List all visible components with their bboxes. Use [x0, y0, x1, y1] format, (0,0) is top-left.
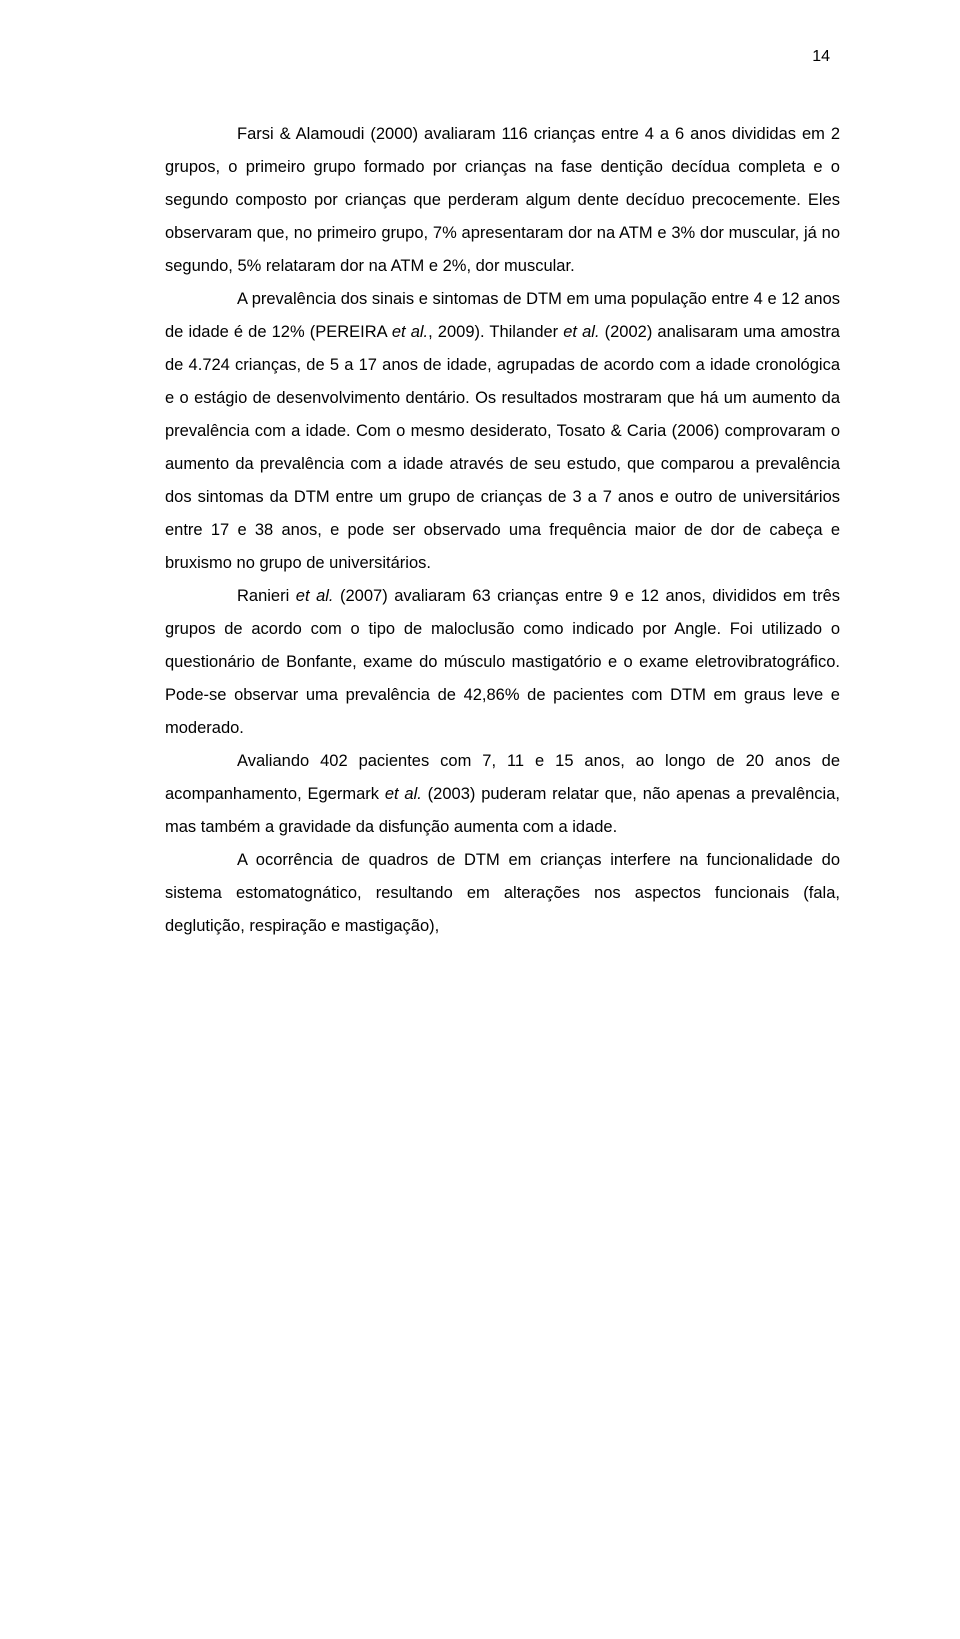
page-number: 14: [812, 48, 830, 66]
paragraph-3: Ranieri et al. (2007) avaliaram 63 crian…: [165, 580, 840, 745]
paragraph-1: Farsi & Alamoudi (2000) avaliaram 116 cr…: [165, 118, 840, 283]
paragraph-2: A prevalência dos sinais e sintomas de D…: [165, 283, 840, 580]
italic-text: et al.: [563, 323, 599, 341]
italic-text: et al.: [296, 587, 334, 605]
italic-text: et al.: [385, 785, 422, 803]
paragraph-4: Avaliando 402 pacientes com 7, 11 e 15 a…: [165, 745, 840, 844]
paragraph-5: A ocorrência de quadros de DTM em crianç…: [165, 844, 840, 943]
document-content: Farsi & Alamoudi (2000) avaliaram 116 cr…: [165, 118, 840, 943]
italic-text: et al.: [392, 323, 428, 341]
